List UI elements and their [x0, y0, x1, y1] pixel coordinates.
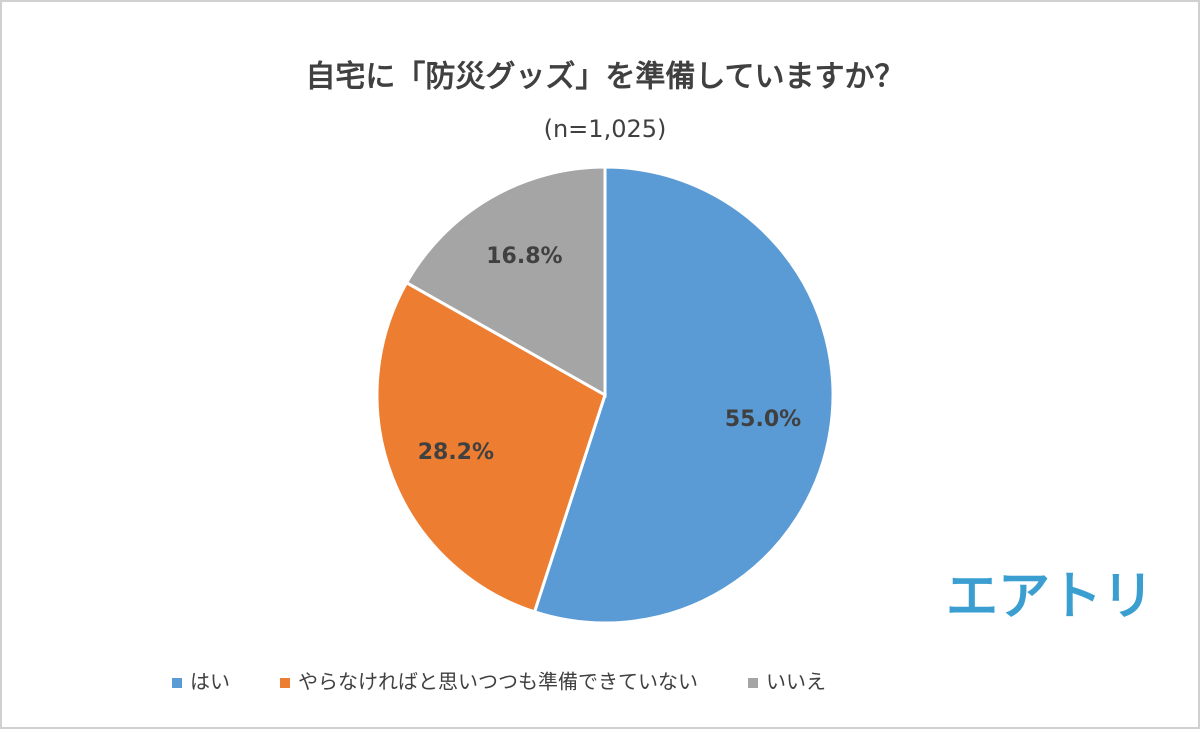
legend-label: いいえ — [766, 670, 826, 694]
legend-label: はい — [190, 670, 230, 694]
data-label: 55.0% — [725, 407, 801, 432]
pie-slice — [532, 165, 835, 625]
legend-marker — [280, 678, 290, 688]
data-label: 28.2% — [418, 440, 494, 465]
legend-label: やらなければと思いつつも準備できていない — [298, 670, 698, 694]
logo: エアトリ — [946, 567, 1154, 627]
chart-subtitle: (n=1,025) — [544, 115, 667, 143]
data-label: 16.8% — [486, 244, 562, 269]
legend-marker — [172, 678, 182, 688]
legend-marker — [748, 678, 758, 688]
pie-slice — [404, 165, 607, 398]
pie-slice — [375, 280, 607, 614]
chart-title: 自宅に「防災グッズ」を準備していますか？ — [305, 60, 904, 95]
